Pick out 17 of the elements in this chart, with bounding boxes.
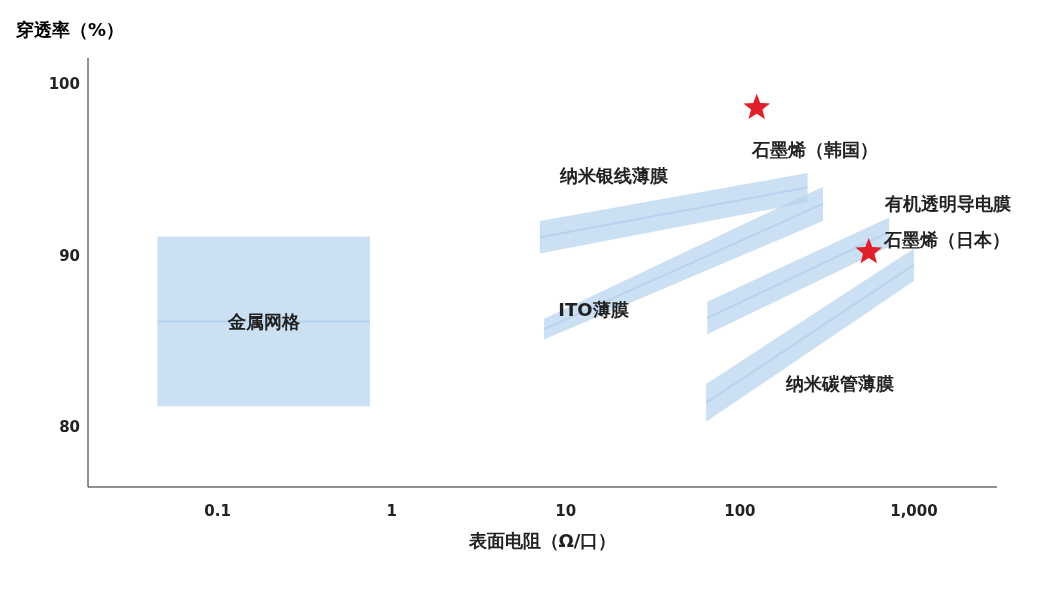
x-tick-label: 10 bbox=[555, 501, 577, 520]
x-axis-title: 表面电阻（Ω/口） bbox=[467, 530, 617, 551]
y-tick-label: 90 bbox=[59, 246, 80, 265]
series-label: 纳米银线薄膜 bbox=[558, 164, 668, 186]
y-axis-title: 穿透率（%） bbox=[16, 18, 125, 42]
x-tick-label: 1 bbox=[386, 501, 397, 520]
series-label: 有机透明导电膜 bbox=[884, 192, 1012, 214]
series-label: 石墨烯（韩国） bbox=[750, 139, 878, 161]
x-tick-label: 0.1 bbox=[204, 501, 231, 520]
y-tick-label: 80 bbox=[59, 418, 80, 437]
series-label: 纳米碳管薄膜 bbox=[785, 373, 895, 395]
y-tick-label: 100 bbox=[48, 75, 80, 94]
series-label: ITO薄膜 bbox=[558, 298, 629, 320]
x-tick-label: 1,000 bbox=[890, 501, 938, 520]
x-tick-label: 100 bbox=[724, 501, 756, 520]
series-label: 金属网格 bbox=[226, 310, 301, 332]
series-label: 石墨烯（日本） bbox=[882, 229, 1010, 251]
